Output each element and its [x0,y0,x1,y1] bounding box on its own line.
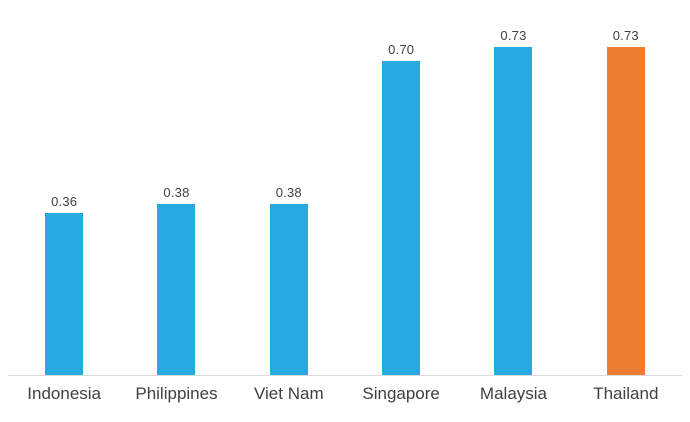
bar-column: 0.38 [233,185,345,375]
plot-area: 0.36 0.38 0.38 0.70 0.73 0.73 [8,10,682,376]
bar [45,213,84,375]
bar-value-label: 0.73 [500,28,527,43]
bar [157,204,196,375]
bar-value-label: 0.36 [51,194,78,209]
category-label: Thailand [593,384,659,403]
bar-column: 0.73 [457,28,569,375]
bar-value-label: 0.70 [388,42,415,57]
bar [494,47,533,375]
bar [269,204,308,375]
bar-value-label: 0.38 [275,185,302,200]
bar-column: 0.38 [120,185,232,375]
bar-value-label: 0.73 [612,28,639,43]
bar-value-label: 0.38 [163,185,190,200]
category-label: Malaysia [479,384,548,403]
bar-column: 0.36 [8,194,120,375]
category-label: Philippines [135,384,218,403]
bar-column: 0.73 [570,28,682,375]
category-label: Singapore [362,384,440,403]
bar-column: 0.70 [345,42,457,375]
category-label: Indonesia [27,384,102,403]
category-label: Viet Nam [254,384,324,403]
x-axis-category-labels: Indonesia Philippines Viet Nam Singapore Mal… [8,384,682,404]
bar [382,61,421,375]
bar [606,47,645,375]
